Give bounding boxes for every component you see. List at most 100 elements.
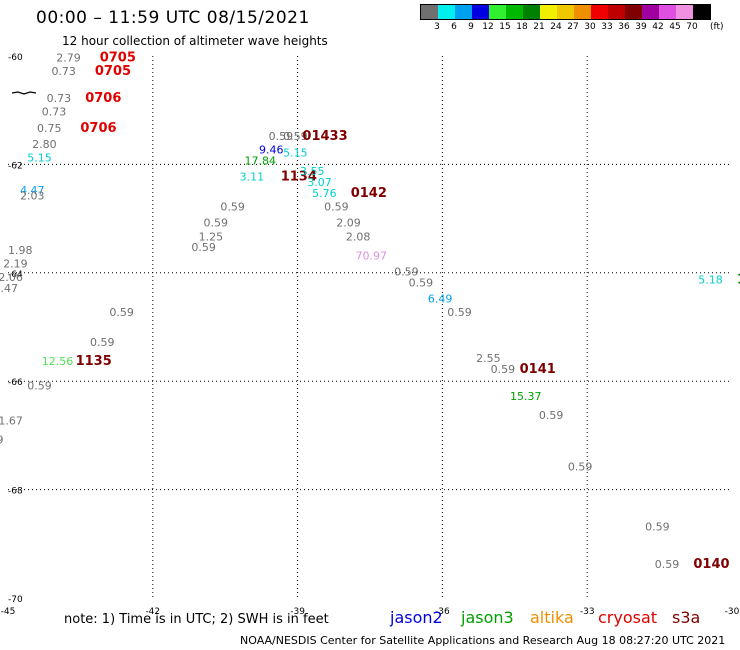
pass-time-label: 0705: [95, 64, 131, 79]
latitude-tick-label: -64: [8, 270, 23, 280]
color-scale-label: 15: [499, 22, 511, 32]
color-scale-label: 30: [584, 22, 596, 32]
footer-note: note: 1) Time is in UTC; 2) SWH is in fe…: [64, 612, 329, 627]
wave-height-label: 0.75: [37, 122, 62, 135]
wave-height-label: 2.47: [0, 282, 18, 295]
color-scale-label: 12: [482, 22, 494, 32]
color-swatch: [574, 5, 591, 19]
color-swatch: [540, 5, 557, 19]
longitude-tick-label: -45: [1, 607, 16, 617]
color-swatch: [642, 5, 659, 19]
wave-height-label: 4.47: [20, 184, 45, 197]
wave-height-label: 5.18: [698, 274, 723, 287]
color-swatch: [506, 5, 523, 19]
wave-height-label: 0.59: [109, 306, 134, 319]
color-scale-label: 27: [567, 22, 579, 32]
wave-height-label: 1.98: [8, 244, 33, 257]
wave-height-label: 2.09: [336, 217, 361, 230]
wave-height-label: 0.59: [283, 130, 308, 143]
wave-height-label: 2.55: [476, 352, 501, 365]
latitude-tick-label: -60: [8, 53, 23, 63]
wave-height-label: 6.49: [428, 293, 453, 306]
longitude-tick-label: -30: [725, 607, 740, 617]
mission-legend-cryosat: cryosat: [598, 608, 658, 627]
wave-height-label: 0.59: [645, 520, 670, 533]
wave-height-label: 0.59: [491, 363, 515, 376]
color-scale-label: 6: [451, 22, 457, 32]
wave-height-label: 5.76: [312, 187, 337, 200]
wave-height-label: 0.59: [324, 200, 349, 213]
color-swatch: [625, 5, 642, 19]
wave-height-label: 0.73: [47, 92, 72, 105]
pass-time-label: 0140: [693, 557, 729, 572]
pass-time-label: 0141: [520, 362, 556, 377]
longitude-tick-label: -39: [290, 607, 305, 617]
wave-height-label: 15.37: [510, 390, 542, 403]
wave-height-label: 2.79: [56, 51, 80, 64]
wave-height-label: 0.59: [409, 276, 434, 289]
pass-time-label: 0705: [100, 50, 136, 65]
wave-height-label: 1.67: [0, 415, 23, 428]
color-scale-label: 39: [635, 22, 647, 32]
wave-height-label: 0.59: [568, 461, 593, 474]
wave-height-label: 0.73: [42, 106, 67, 119]
color-swatch: [421, 5, 438, 19]
pass-time-label: 01433: [302, 129, 347, 144]
color-swatch: [489, 5, 506, 19]
wave-height-label: 9.46: [259, 144, 284, 157]
color-scale-unit: (ft): [710, 22, 724, 32]
color-swatch: [693, 5, 710, 19]
color-scale-label: 3: [434, 22, 440, 32]
wave-height-label: 0.59: [27, 379, 52, 392]
wave-height-color-scale: 3 6 9 12 15 18 21 24 27 30 33 36 39 42 45 70: [420, 4, 711, 34]
wave-height-label: 0.59: [269, 130, 294, 143]
pass-time-label: 0706: [85, 91, 121, 106]
color-swatch: [608, 5, 625, 19]
pass-time-label: 0706: [80, 121, 116, 136]
color-scale-label: 45: [669, 22, 681, 32]
latitude-tick-label: -66: [8, 378, 23, 388]
wave-height-label: 0.59: [394, 266, 419, 279]
wave-height-label: 2.03: [20, 190, 45, 203]
pass-time-label: 1135: [76, 354, 112, 369]
pass-time-label: 10: [737, 273, 740, 288]
color-scale-label: 70: [686, 22, 698, 32]
wave-height-label: 3.11: [240, 171, 265, 184]
wave-height-label: 70.97: [356, 249, 388, 262]
mission-legend-s3a: s3a: [672, 608, 701, 627]
pass-time-label: 0142: [351, 186, 387, 201]
wave-height-label: 17.84: [245, 154, 276, 167]
wave-height-label: 0.59: [655, 558, 680, 571]
wave-height-label: 0.59: [203, 217, 228, 230]
color-swatch: [438, 5, 455, 19]
wave-height-label: 5.15: [283, 146, 308, 159]
latitude-tick-label: -70: [8, 595, 23, 605]
color-swatch: [523, 5, 540, 19]
wave-height-label: 0.59: [220, 200, 245, 213]
color-scale-labels: 3 6 9 12 15 18 21 24 27 30 33 36 39 42 45 70: [420, 20, 711, 34]
mission-legend-jason2: jason2: [390, 608, 443, 627]
color-scale-swatches: [420, 4, 711, 20]
latitude-tick-label: -62: [8, 161, 23, 171]
wave-height-label: 12.56: [42, 355, 74, 368]
wave-height-label: 3.07: [307, 176, 332, 189]
color-swatch: [591, 5, 608, 19]
color-scale-label: 33: [601, 22, 613, 32]
color-scale-label: 24: [550, 22, 562, 32]
color-scale-label: 18: [516, 22, 528, 32]
wave-height-label: 1.25: [199, 230, 224, 243]
longitude-tick-label: -42: [145, 607, 160, 617]
wave-height-label: 0.59: [539, 409, 564, 422]
wave-height-label: 0.73: [51, 65, 76, 78]
mission-legend-altika: altika: [530, 608, 574, 627]
wave-height-label: 2.08: [346, 230, 371, 243]
wave-height-label: 3.55: [300, 165, 325, 178]
color-swatch: [676, 5, 693, 19]
wave-height-label: 0.59: [191, 241, 216, 254]
color-swatch: [472, 5, 489, 19]
wave-height-label: 0.59: [90, 336, 115, 349]
color-scale-label: 9: [468, 22, 474, 32]
wave-height-label: 2.59: [0, 434, 4, 447]
wave-height-label: 0.59: [447, 306, 472, 319]
wave-height-label: 2.19: [3, 257, 28, 270]
